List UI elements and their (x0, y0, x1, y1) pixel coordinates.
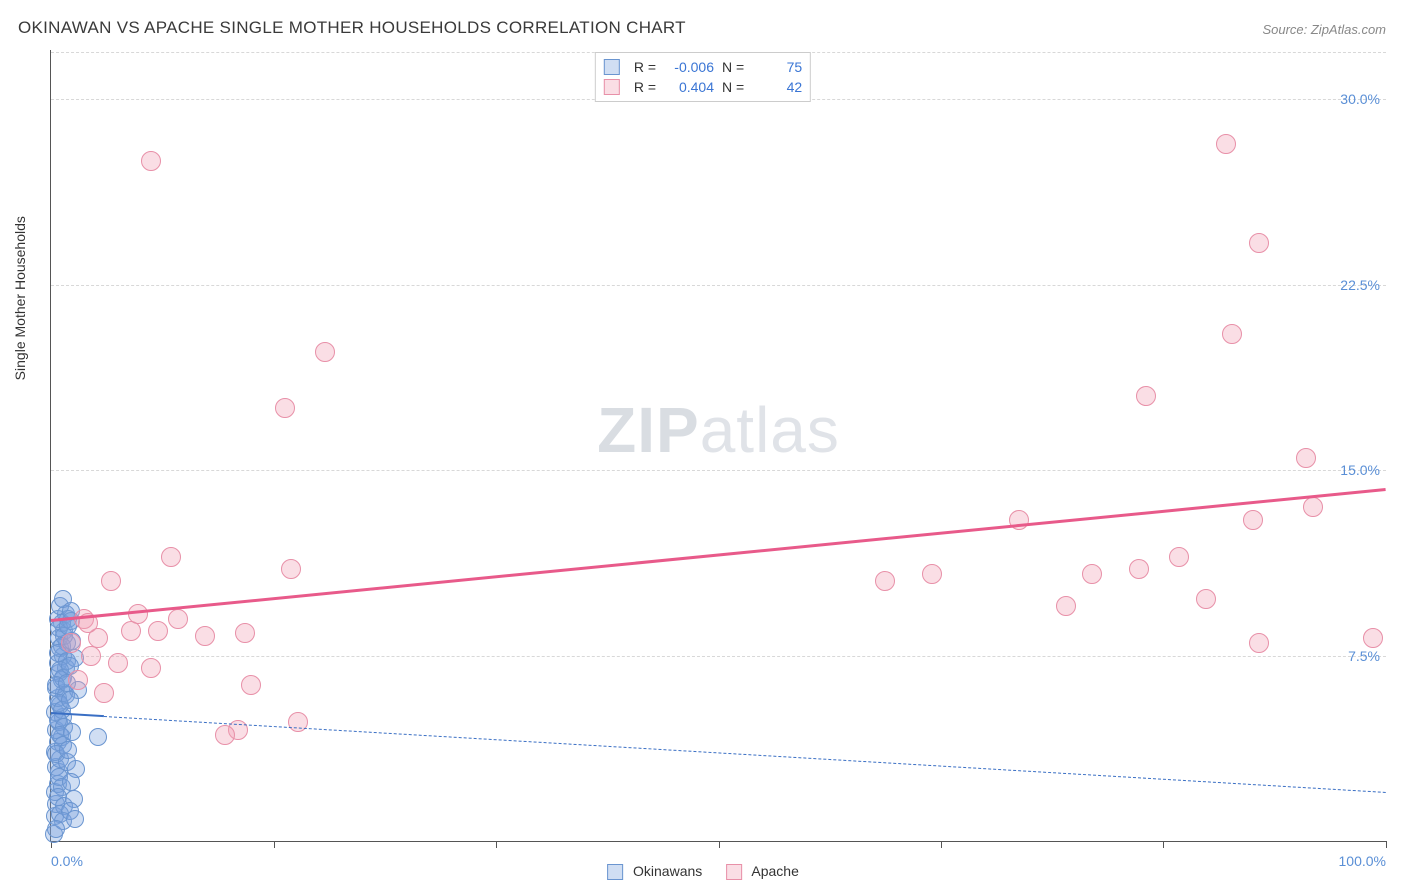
data-point-apache (215, 725, 235, 745)
data-point-apache (922, 564, 942, 584)
swatch-apache-icon (604, 79, 620, 95)
r-label: R = (634, 59, 656, 75)
y-tick-label: 15.0% (1340, 462, 1380, 478)
r-label: R = (634, 79, 656, 95)
chart-title: OKINAWAN VS APACHE SINGLE MOTHER HOUSEHO… (18, 18, 686, 38)
data-point-apache (108, 653, 128, 673)
legend-label-okinawans: Okinawans (633, 863, 702, 879)
x-legend: Okinawans Apache (607, 863, 799, 880)
data-point-apache (1243, 510, 1263, 530)
data-point-apache (1249, 233, 1269, 253)
chart-wrapper: OKINAWAN VS APACHE SINGLE MOTHER HOUSEHO… (0, 0, 1406, 892)
data-point-apache (1129, 559, 1149, 579)
data-point-apache (168, 609, 188, 629)
data-point-okinawans (59, 741, 77, 759)
r-value-apache: 0.404 (664, 79, 714, 95)
x-tick (941, 841, 942, 848)
swatch-apache-icon (726, 864, 742, 880)
data-point-apache (161, 547, 181, 567)
gridline (51, 656, 1386, 657)
n-label: N = (722, 79, 744, 95)
y-tick-label: 30.0% (1340, 91, 1380, 107)
data-point-apache (101, 571, 121, 591)
data-point-apache (1296, 448, 1316, 468)
x-tick-label: 100.0% (1339, 853, 1386, 869)
x-tick (1163, 841, 1164, 848)
data-point-okinawans (66, 810, 84, 828)
data-point-apache (1363, 628, 1383, 648)
data-point-apache (1196, 589, 1216, 609)
data-point-okinawans (89, 728, 107, 746)
data-point-apache (1056, 596, 1076, 616)
x-tick (274, 841, 275, 848)
data-point-okinawans (62, 773, 80, 791)
y-axis-label: Single Mother Households (12, 216, 28, 380)
data-point-apache (315, 342, 335, 362)
trend-line (104, 716, 1386, 793)
source-attribution: Source: ZipAtlas.com (1262, 22, 1386, 37)
data-point-apache (68, 670, 88, 690)
data-point-okinawans (61, 691, 79, 709)
legend-item-apache: Apache (726, 863, 799, 880)
plot-area: ZIPatlas 7.5%15.0%22.5%30.0%0.0%100.0% (50, 50, 1386, 842)
data-point-okinawans (47, 820, 65, 838)
data-point-apache (1303, 497, 1323, 517)
data-point-apache (1216, 134, 1236, 154)
data-point-apache (1082, 564, 1102, 584)
data-point-apache (875, 571, 895, 591)
x-tick (719, 841, 720, 848)
watermark-zip: ZIP (597, 394, 700, 466)
data-point-apache (288, 712, 308, 732)
data-point-apache (275, 398, 295, 418)
n-value-apache: 42 (752, 79, 802, 95)
data-point-apache (121, 621, 141, 641)
x-tick-label: 0.0% (51, 853, 83, 869)
stat-legend: R = -0.006 N = 75 R = 0.404 N = 42 (595, 52, 811, 102)
data-point-apache (81, 646, 101, 666)
data-point-apache (235, 623, 255, 643)
swatch-okinawans-icon (604, 59, 620, 75)
gridline (51, 285, 1386, 286)
y-tick-label: 7.5% (1348, 648, 1380, 664)
stat-row-apache: R = 0.404 N = 42 (604, 77, 802, 97)
data-point-apache (141, 658, 161, 678)
data-point-apache (1249, 633, 1269, 653)
gridline (51, 470, 1386, 471)
x-tick (1386, 841, 1387, 848)
data-point-apache (94, 683, 114, 703)
stat-row-okinawans: R = -0.006 N = 75 (604, 57, 802, 77)
legend-item-okinawans: Okinawans (607, 863, 702, 880)
data-point-apache (61, 633, 81, 653)
r-value-okinawans: -0.006 (664, 59, 714, 75)
n-value-okinawans: 75 (752, 59, 802, 75)
data-point-okinawans (63, 723, 81, 741)
swatch-okinawans-icon (607, 864, 623, 880)
data-point-apache (281, 559, 301, 579)
data-point-apache (195, 626, 215, 646)
legend-label-apache: Apache (751, 863, 798, 879)
y-tick-label: 22.5% (1340, 277, 1380, 293)
data-point-apache (141, 151, 161, 171)
watermark: ZIPatlas (597, 393, 840, 467)
data-point-apache (148, 621, 168, 641)
data-point-apache (1136, 386, 1156, 406)
x-tick (496, 841, 497, 848)
n-label: N = (722, 59, 744, 75)
watermark-atlas: atlas (700, 394, 840, 466)
data-point-apache (1169, 547, 1189, 567)
data-point-apache (1222, 324, 1242, 344)
data-point-apache (241, 675, 261, 695)
